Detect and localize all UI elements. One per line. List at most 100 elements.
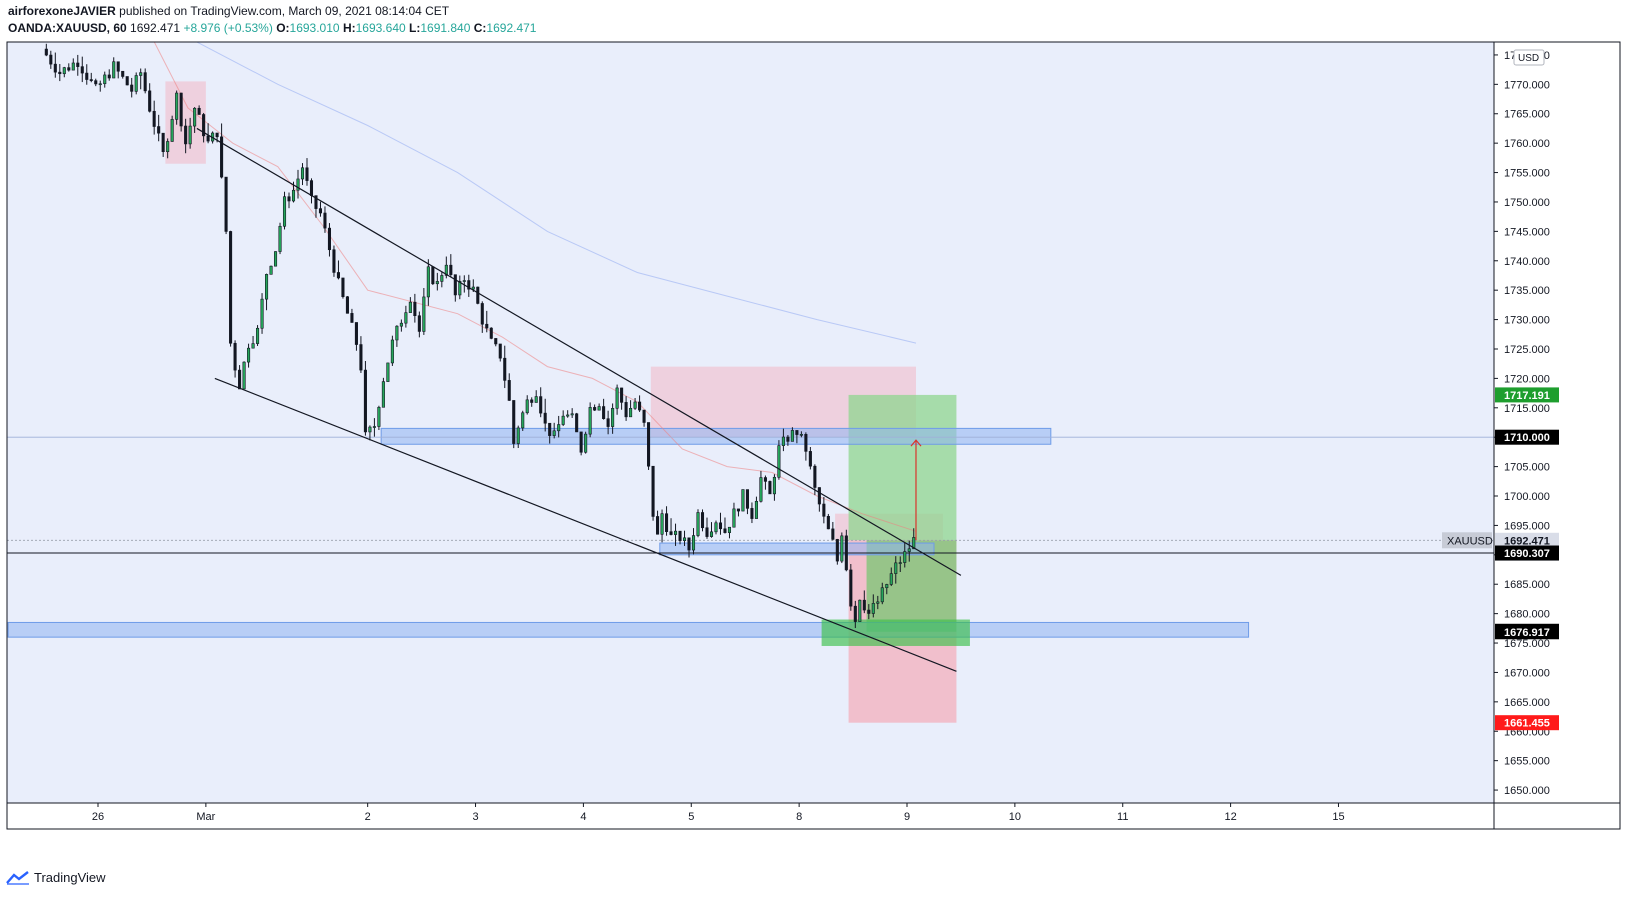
y-tick-label: 1730.000 <box>1504 315 1550 327</box>
candle-body <box>224 176 228 232</box>
candle-body <box>471 286 475 290</box>
candle-body <box>76 62 80 67</box>
candle-body <box>71 62 75 71</box>
candle-body <box>907 548 911 552</box>
y-tick-label: 1675.000 <box>1504 638 1550 650</box>
candle-body <box>287 196 291 202</box>
y-tick-label: 1735.000 <box>1504 285 1550 297</box>
candle-body <box>269 265 273 275</box>
candle-body <box>826 515 830 530</box>
candle-body <box>206 135 210 142</box>
price-scale-panel[interactable] <box>1494 42 1625 803</box>
candle-body <box>840 535 844 562</box>
candle-body <box>386 362 390 382</box>
symbol-label[interactable]: OANDA:XAUUSD, 60 <box>8 21 127 35</box>
candle-body <box>58 71 62 75</box>
candle-body <box>763 477 767 482</box>
candle-body <box>85 72 89 80</box>
candle-body <box>871 603 875 614</box>
candle-body <box>381 381 385 408</box>
candle-body <box>458 280 462 296</box>
y-tick-label: 1685.000 <box>1504 579 1550 591</box>
candle-body <box>220 136 224 178</box>
candle-body <box>507 380 511 401</box>
candle-body <box>732 508 736 528</box>
candle-body <box>804 434 808 452</box>
candle-body <box>363 369 367 433</box>
x-tick-label: 4 <box>580 811 586 823</box>
candle-body <box>368 426 372 433</box>
footer-brand[interactable]: TradingView <box>6 870 106 885</box>
price-chart[interactable]: 1650.0001655.0001660.0001665.0001670.000… <box>0 0 1627 860</box>
brand-label: TradingView <box>34 870 106 885</box>
candle-body <box>647 422 651 467</box>
candle-body <box>134 75 138 92</box>
publisher-name[interactable]: airforexoneJAVIER <box>8 4 116 18</box>
candle-body <box>112 61 116 79</box>
candle-body <box>238 369 242 390</box>
candle-body <box>350 313 354 323</box>
candle-body <box>611 408 615 427</box>
candle-body <box>889 573 893 585</box>
symbol-tag-label: XAUUSD <box>1447 535 1493 547</box>
tradingview-logo-icon <box>6 870 29 885</box>
candle-body <box>247 347 251 363</box>
currency-badge[interactable] <box>1513 49 1545 66</box>
candle-body <box>300 167 305 180</box>
candle-body <box>867 609 871 614</box>
candle-body <box>566 414 570 417</box>
x-tick-label: 9 <box>904 811 910 823</box>
candle-body <box>894 562 898 574</box>
y-tick-label: 1750.000 <box>1504 197 1550 209</box>
trendline[interactable] <box>196 127 962 576</box>
candle-body <box>296 178 300 191</box>
price-label-text: 1710.000 <box>1504 432 1550 444</box>
price-change: +8.976 (+0.53%) <box>183 21 273 35</box>
candle-body <box>188 125 192 145</box>
candle-body <box>678 530 682 541</box>
candle-body <box>98 83 102 86</box>
candle-body <box>790 430 794 442</box>
candle-body <box>49 54 53 65</box>
candle-body <box>548 422 552 436</box>
candle-body <box>229 231 233 344</box>
candle-body <box>431 266 435 285</box>
y-tick-label: 1695.000 <box>1504 520 1550 532</box>
candle-body <box>336 272 340 279</box>
candle-body <box>318 208 323 214</box>
candle-body <box>903 551 907 563</box>
currency-label: USD <box>1518 53 1539 64</box>
chart-frame <box>6 41 1621 830</box>
candle-body <box>552 430 556 436</box>
candle-body <box>143 72 147 92</box>
candle-body <box>853 605 857 622</box>
candle-body <box>399 322 403 327</box>
candle-body <box>736 508 740 512</box>
candle-body <box>184 125 188 145</box>
x-tick-label: 26 <box>92 811 104 823</box>
candle-body <box>525 399 529 414</box>
candle-body <box>629 408 633 418</box>
candle-body <box>453 274 457 296</box>
candle-body <box>557 424 561 432</box>
candle-body <box>561 415 565 425</box>
candle-body <box>148 90 152 112</box>
price-label-box <box>1495 624 1559 640</box>
candle-body <box>67 67 71 71</box>
candle-body <box>480 303 484 325</box>
candle-body <box>130 84 134 92</box>
y-tick-label: 1655.000 <box>1504 756 1550 768</box>
candle-body <box>503 357 507 381</box>
y-tick-label: 1725.000 <box>1504 344 1550 356</box>
y-tick-label: 1740.000 <box>1504 256 1550 268</box>
candle-body <box>116 61 120 72</box>
support-zone <box>380 427 1052 445</box>
support-zone <box>7 621 1250 638</box>
candle-body <box>750 508 754 519</box>
trendline[interactable] <box>214 377 957 672</box>
candle-body <box>660 513 664 535</box>
candle-body <box>687 537 691 551</box>
open-label: O: <box>276 21 290 35</box>
y-tick-label: 1650.000 <box>1504 785 1550 797</box>
candle-body <box>305 167 309 181</box>
